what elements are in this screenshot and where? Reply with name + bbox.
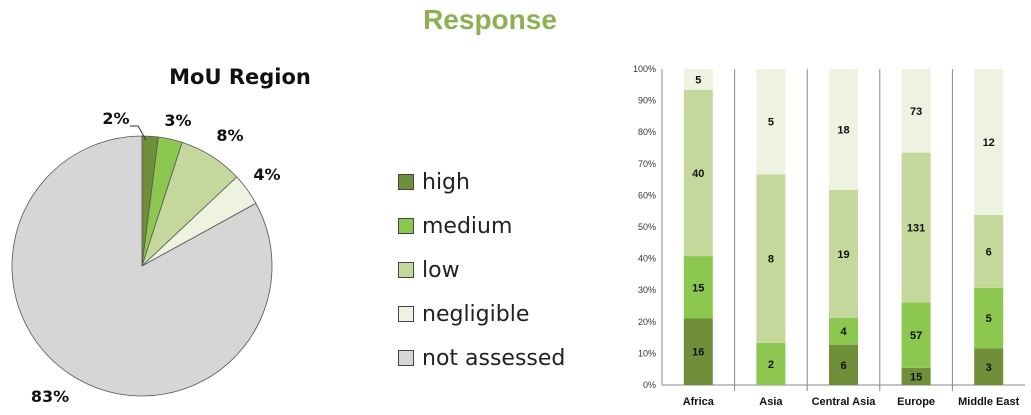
legend-item-low: low [398,248,565,292]
y-tick-label: 70% [638,159,656,169]
pie-slice-label: 3% [164,111,191,130]
bar-segment-high [974,348,1004,385]
bar-segment-medium [829,317,858,345]
bar-segment-low [829,190,858,318]
y-tick-label: 30% [638,285,656,295]
legend-label: high [422,169,470,195]
bar-data-label: 5 [986,313,992,325]
legend-item-not-assessed: not assessed [398,336,565,380]
pie-chart-title: MoU Region [169,65,311,89]
bar-segment-medium [756,342,786,385]
legend-label: low [422,257,460,283]
bar-data-label: 19 [837,249,849,261]
y-tick-label: 80% [638,127,656,137]
bar-data-label: 16 [692,347,704,359]
legend-swatch [398,262,414,278]
legend-swatch [398,218,414,234]
legend-item-high: high [398,160,565,204]
main-title: Response [423,4,557,35]
stacked-bar-chart: 0% 10% 20% 30% 40% 50% 60% 70% 80% 90% 100% 16 15 40… [633,64,1025,408]
bar-data-label: 131 [907,223,925,235]
x-category-label: Central Asia [812,396,877,408]
bar-segment-low [974,214,1004,288]
bar-data-label: 15 [910,371,922,383]
bar-data-label: 6 [840,360,846,372]
x-category-label: Africa [683,396,715,408]
y-tick-label: 0% [643,380,656,390]
y-tick-label: 50% [638,222,656,232]
bar-data-label: 2 [768,359,774,371]
bar-segment-negligible [683,69,713,90]
bar-segment-medium [974,287,1004,349]
bar-data-label: 73 [910,106,922,118]
pie-slice-not-assessed [11,135,273,397]
y-tick-label: 40% [638,254,656,264]
bar-segment-negligible [974,69,1004,215]
bar-data-label: 8 [768,254,774,266]
legend-item-medium: medium [398,204,565,248]
y-tick-label: 100% [633,64,656,74]
pie-slice-label: 2% [102,109,129,128]
bar-data-label: 6 [986,246,992,258]
bar-data-label: 3 [986,362,992,374]
bar-data-label: 5 [768,117,774,129]
bar-segment-negligible [901,69,931,153]
legend-label: not assessed [422,345,566,371]
bar-data-label: 15 [692,282,704,294]
legend: high medium low negligible not assessed [398,160,565,380]
bar-segment-high [901,367,931,385]
pie-slice-label: 83% [31,387,69,406]
bar-data-label: 57 [910,330,922,342]
pie-slice-label: 8% [216,126,243,145]
bar-segment-negligible [756,69,786,175]
bar-segment-medium [901,302,931,368]
bar-segment-medium [683,256,713,319]
legend-swatch [398,174,414,190]
bar-data-label: 40 [692,168,704,180]
y-tick-label: 10% [638,348,656,358]
x-category-label: Europe [897,396,935,408]
legend-label: negligible [422,301,530,327]
legend-swatch [398,350,414,366]
bar-data-label: 18 [837,125,849,137]
x-category-label: Middle East [958,396,1019,408]
pie-chart: MoU Region 2% 3% 8% 4% 83% [11,65,311,406]
bar-segment-negligible [829,69,858,191]
bar-data-label: 12 [983,137,995,149]
x-category-label: Asia [759,396,783,408]
bar-segment-high [683,318,713,385]
y-tick-label: 20% [638,317,656,327]
bar-segment-high [829,344,858,385]
y-tick-label: 60% [638,190,656,200]
bar-data-label: 5 [695,74,701,86]
y-tick-label: 90% [638,96,656,106]
legend-label: medium [422,213,513,239]
bar-segment-low [683,89,713,257]
legend-swatch [398,306,414,322]
bar-data-label: 4 [840,326,847,338]
pie-slice-label: 4% [253,165,280,184]
bar-segment-low [756,174,786,343]
pie-leader-line [130,125,147,141]
legend-item-negligible: negligible [398,292,565,336]
bar-segment-low [901,152,931,303]
